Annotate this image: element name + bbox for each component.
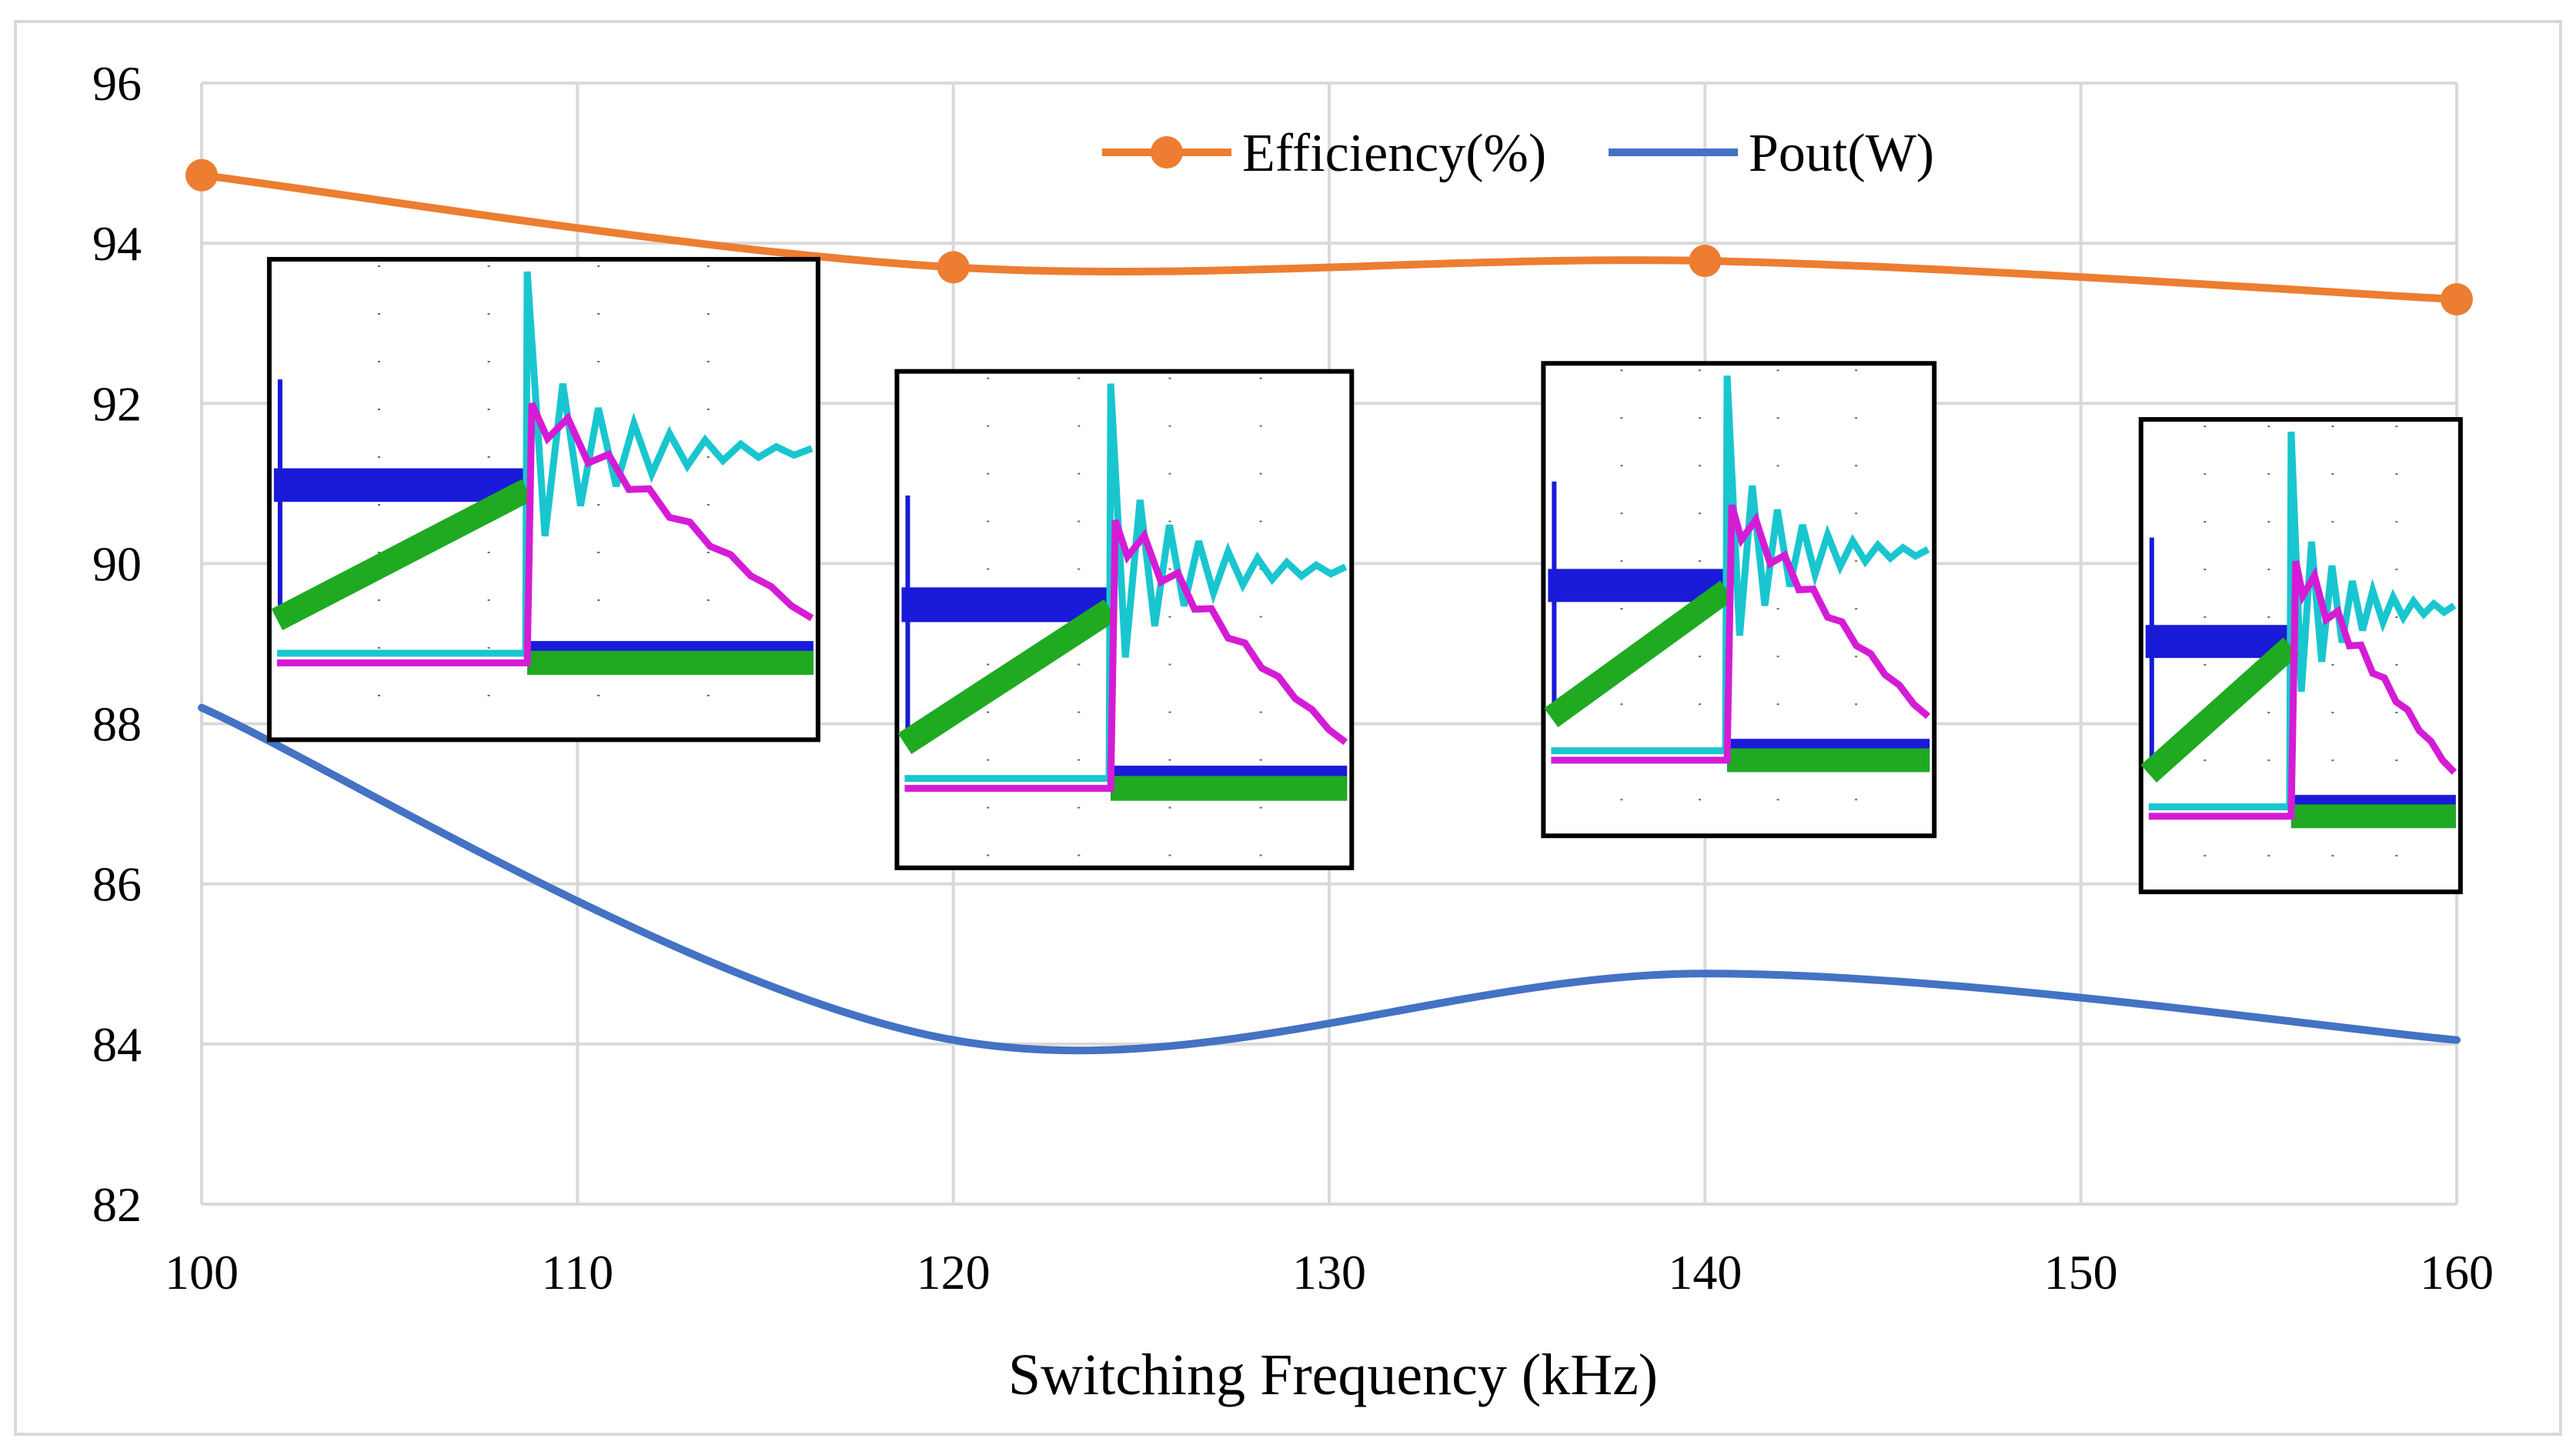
y-tick-label-96: 96 (92, 56, 142, 111)
legend-efficiency-marker (1151, 136, 1183, 169)
axis-layer: 82 84 86 88 90 92 94 96 100 110 120 130 140 150 160 (92, 56, 2494, 1300)
efficiency-point-160 (2441, 282, 2473, 315)
x-axis-title: Switching Frequency (kHz) (1008, 1343, 1658, 1407)
waveform-140khz-trace-green (1544, 580, 1930, 773)
legend-pout-label: Pout(W) (1749, 124, 1934, 183)
waveform-120khz-trace-cyan (904, 383, 1348, 783)
waveform-insets (266, 256, 2463, 895)
x-tick-label-150: 150 (2044, 1245, 2118, 1300)
efficiency-point-120 (937, 251, 970, 284)
efficiency-point-140 (1689, 245, 1722, 278)
waveform-140khz-trace-cyan (1551, 375, 1930, 755)
x-tick-label-160: 160 (2420, 1245, 2494, 1300)
efficiency-series (185, 159, 2473, 315)
waveform-120khz-trace-magenta (904, 519, 1348, 793)
x-tick-label-130: 130 (1292, 1245, 1366, 1300)
waveform-140khz-trace-magenta (1551, 504, 1931, 764)
efficiency-line (198, 171, 2461, 303)
y-tick-label-90: 90 (92, 536, 142, 591)
waveform-100khz-trace-magenta (276, 402, 814, 666)
waveform-120khz-trace-green (897, 599, 1348, 801)
waveform-100khz-trace-green (271, 479, 814, 676)
legend-efficiency-label: Efficiency(%) (1242, 124, 1546, 183)
waveform-140khz (1541, 361, 1937, 839)
y-tick-label-86: 86 (92, 857, 142, 912)
pout-line (198, 703, 2461, 1055)
waveform-160khz-trace-cyan (2148, 431, 2457, 811)
legend: Efficiency(%) Pout(W) (1102, 124, 1934, 183)
y-tick-label-94: 94 (92, 216, 142, 271)
efficiency-point-100 (185, 159, 218, 192)
waveform-100khz (266, 256, 820, 743)
waveform-160khz-trace-magenta (2148, 560, 2457, 820)
y-tick-label-84: 84 (92, 1017, 142, 1072)
y-tick-label-82: 82 (92, 1177, 142, 1232)
x-tick-label-140: 140 (1668, 1245, 1742, 1300)
waveform-160khz (2138, 417, 2463, 895)
y-tick-label-88: 88 (92, 697, 142, 752)
x-tick-label-100: 100 (165, 1245, 239, 1300)
pout-series (198, 703, 2461, 1055)
waveform-120khz (894, 369, 1355, 870)
x-tick-label-110: 110 (542, 1245, 614, 1300)
waveform-100khz-trace-cyan (276, 271, 814, 657)
waveform-160khz-trace-green (2140, 637, 2456, 829)
y-tick-label-92: 92 (92, 376, 142, 431)
x-tick-label-120: 120 (917, 1245, 991, 1300)
